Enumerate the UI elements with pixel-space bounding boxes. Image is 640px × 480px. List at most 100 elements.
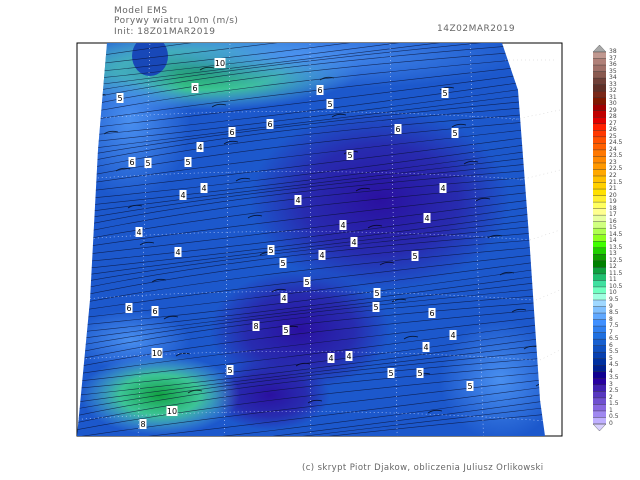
- colorbar-under-triangle: [592, 423, 607, 432]
- svg-text:5: 5: [268, 246, 273, 255]
- svg-text:4: 4: [175, 248, 180, 257]
- streamline: [77, 279, 545, 341]
- wind-vector: [307, 399, 323, 404]
- contour-label: 5: [282, 325, 290, 335]
- wind-vector: [163, 315, 179, 320]
- svg-text:6: 6: [395, 125, 400, 134]
- streamline: [77, 328, 545, 390]
- colorbar-swatch: [593, 78, 606, 85]
- colorbar-swatch: [593, 286, 606, 294]
- colorbar-label: 30: [609, 100, 617, 108]
- colorbar-label: 9: [609, 302, 613, 310]
- wind-vector: [511, 308, 527, 313]
- colorbar-label: 29: [609, 106, 617, 114]
- svg-text:6: 6: [152, 307, 157, 316]
- colorbar-swatch: [593, 332, 606, 340]
- colorbar-label: 7: [609, 328, 613, 336]
- colorbar-over-triangle: [592, 44, 607, 53]
- wind-vector: [355, 187, 371, 192]
- streamline: [77, 251, 545, 313]
- streamline: [77, 55, 545, 117]
- latitude-line: [77, 411, 545, 423]
- colorbar-swatch: [593, 221, 606, 229]
- contour-label: 4: [339, 220, 347, 230]
- wind-vector: [103, 130, 119, 135]
- streamline: [77, 321, 545, 383]
- colorbar-swatch: [593, 306, 606, 314]
- streamline: [77, 167, 545, 229]
- contour-label: 5: [387, 368, 395, 378]
- streamline: [77, 76, 545, 138]
- colorbar-label: 2: [609, 393, 613, 401]
- colorbar-swatch: [593, 384, 606, 392]
- svg-text:4: 4: [423, 343, 428, 352]
- wind-vector: [211, 103, 227, 108]
- colorbar-swatch: [593, 247, 606, 255]
- colorbar-label: 32: [609, 87, 617, 95]
- latitude-line: [77, 351, 545, 363]
- colorbar-label: 2.5: [609, 387, 619, 395]
- colorbar-swatch: [593, 136, 606, 144]
- colorbar-label: 24.5: [609, 139, 623, 147]
- contour-label: 4: [449, 330, 457, 340]
- colorbar-swatch: [593, 58, 606, 66]
- colorbar-swatch: [593, 267, 606, 275]
- contour-label: 6: [191, 83, 199, 93]
- colorbar-swatch: [593, 404, 606, 412]
- colorbar-swatch: [593, 319, 606, 327]
- colorbar-label: 27: [609, 119, 617, 127]
- contour-label: 4: [345, 351, 353, 361]
- colorbar-label: 18: [609, 204, 617, 212]
- colorbar-swatch: [593, 176, 606, 183]
- svg-text:10: 10: [167, 407, 177, 416]
- colorbar-label: 13: [609, 250, 617, 258]
- svg-text:5: 5: [304, 278, 309, 287]
- colorbar-label: 16: [609, 217, 617, 225]
- wind-vector: [391, 298, 407, 303]
- outer-grid: [505, 59, 561, 361]
- low-gust-area: [250, 110, 510, 290]
- colorbar-swatch: [593, 208, 606, 216]
- contour-label: 4: [318, 250, 326, 260]
- model-name: Model EMS: [114, 6, 168, 16]
- streamline: [77, 43, 545, 82]
- contour-label: 8: [252, 321, 260, 331]
- streamline: [77, 209, 545, 271]
- longitude-line: [469, 43, 484, 436]
- colorbar-swatch: [593, 189, 606, 196]
- contour-label: 5: [116, 93, 124, 103]
- wind-vector: [271, 288, 287, 293]
- svg-text:8: 8: [253, 322, 258, 331]
- contour-label: 10: [151, 348, 163, 358]
- wind-vector: [235, 177, 251, 182]
- wind-vector: [403, 335, 419, 340]
- colorbar-swatch: [593, 195, 606, 203]
- colorbar-swatch: [593, 260, 606, 268]
- colorbar-label: 33: [609, 80, 617, 88]
- streamline: [77, 391, 545, 436]
- contour-label: 5: [372, 302, 380, 312]
- colorbar-label: 12: [609, 263, 617, 271]
- svg-text:5: 5: [417, 369, 422, 378]
- streamline: [77, 307, 545, 369]
- colorbar-label: 10: [609, 289, 617, 297]
- colorbar-swatch: [593, 130, 606, 138]
- colorbar-swatch: [593, 365, 606, 373]
- contour-label: 5: [184, 157, 192, 167]
- colorbar-swatch: [593, 52, 606, 59]
- svg-text:5: 5: [347, 151, 352, 160]
- colorbar-label: 21.5: [609, 178, 623, 186]
- colorbar-swatch: [593, 358, 606, 366]
- colorbar-label: 6: [609, 341, 613, 349]
- streamline: [77, 62, 545, 124]
- svg-text:6: 6: [192, 84, 197, 93]
- wind-vector: [331, 113, 347, 118]
- colorbar-swatch: [593, 117, 606, 125]
- streamline: [77, 363, 545, 425]
- colorbar-label: 38: [609, 48, 617, 55]
- colorbar-label: 22: [609, 172, 617, 179]
- svg-text:5: 5: [145, 159, 150, 168]
- colorbar-swatch: [593, 234, 606, 242]
- svg-text:5: 5: [452, 129, 457, 138]
